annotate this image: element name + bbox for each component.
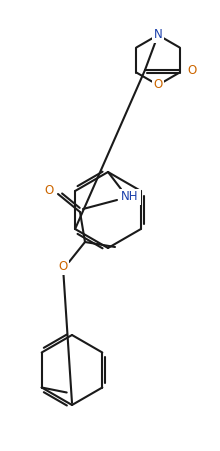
Text: NH: NH: [121, 190, 139, 203]
Text: O: O: [187, 64, 196, 77]
Text: N: N: [154, 28, 162, 41]
Text: O: O: [45, 184, 54, 198]
Text: O: O: [153, 78, 163, 92]
Text: O: O: [58, 261, 68, 273]
